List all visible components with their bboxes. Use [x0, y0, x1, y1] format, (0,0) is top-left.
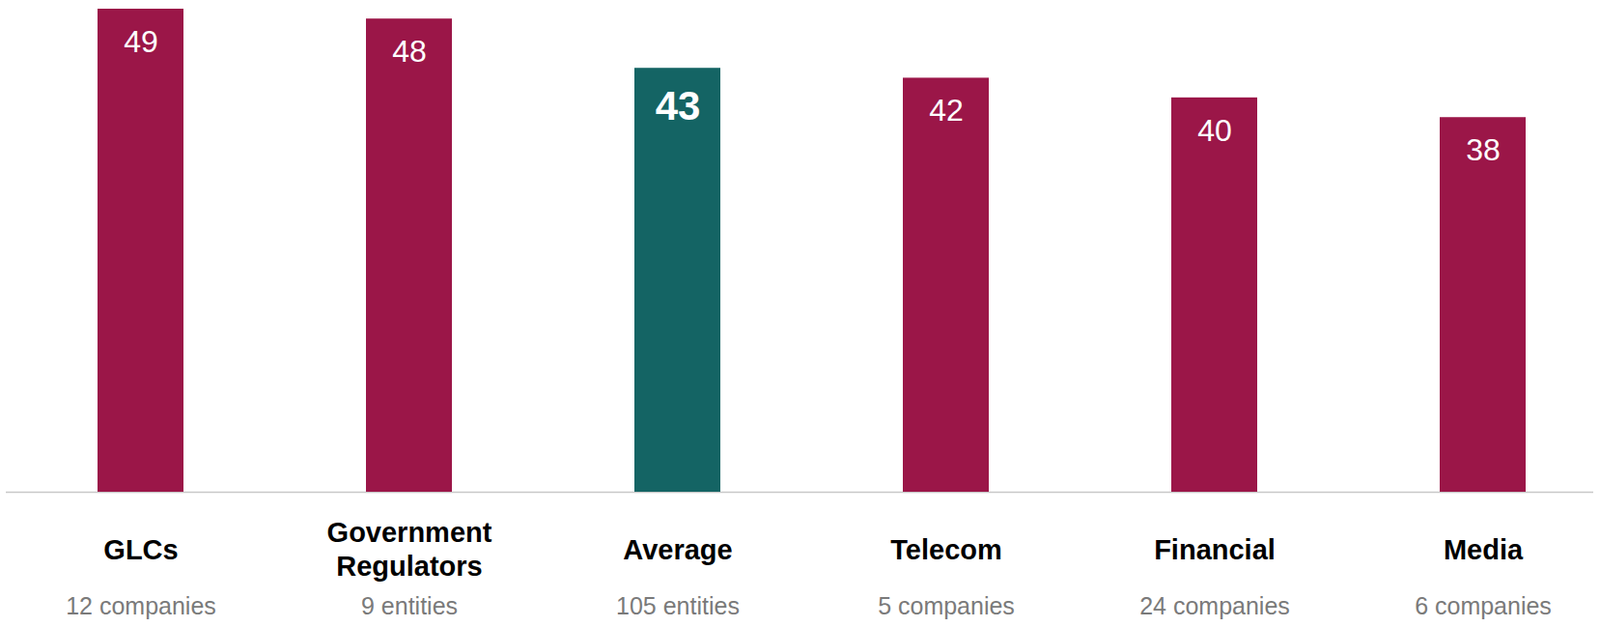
- svg-text:GovernmentRegulators: GovernmentRegulators: [327, 516, 493, 582]
- svg-text:Average: Average: [622, 533, 732, 565]
- svg-text:38: 38: [1465, 132, 1501, 168]
- svg-text:GLCs: GLCs: [103, 533, 178, 565]
- svg-text:5 companies: 5 companies: [877, 591, 1015, 619]
- svg-text:Media: Media: [1443, 533, 1524, 565]
- svg-text:12 companies: 12 companies: [65, 591, 217, 619]
- svg-text:Telecom: Telecom: [890, 533, 1003, 565]
- svg-text:43: 43: [655, 83, 702, 129]
- svg-text:48: 48: [392, 33, 427, 69]
- svg-text:Financial: Financial: [1153, 533, 1276, 565]
- svg-text:9 entities: 9 entities: [361, 591, 458, 619]
- svg-text:24 companies: 24 companies: [1139, 591, 1291, 619]
- svg-text:6 companies: 6 companies: [1414, 591, 1552, 619]
- svg-text:40: 40: [1197, 112, 1233, 148]
- svg-text:49: 49: [123, 24, 159, 59]
- svg-text:42: 42: [928, 92, 964, 128]
- svg-text:105 entities: 105 entities: [616, 591, 740, 619]
